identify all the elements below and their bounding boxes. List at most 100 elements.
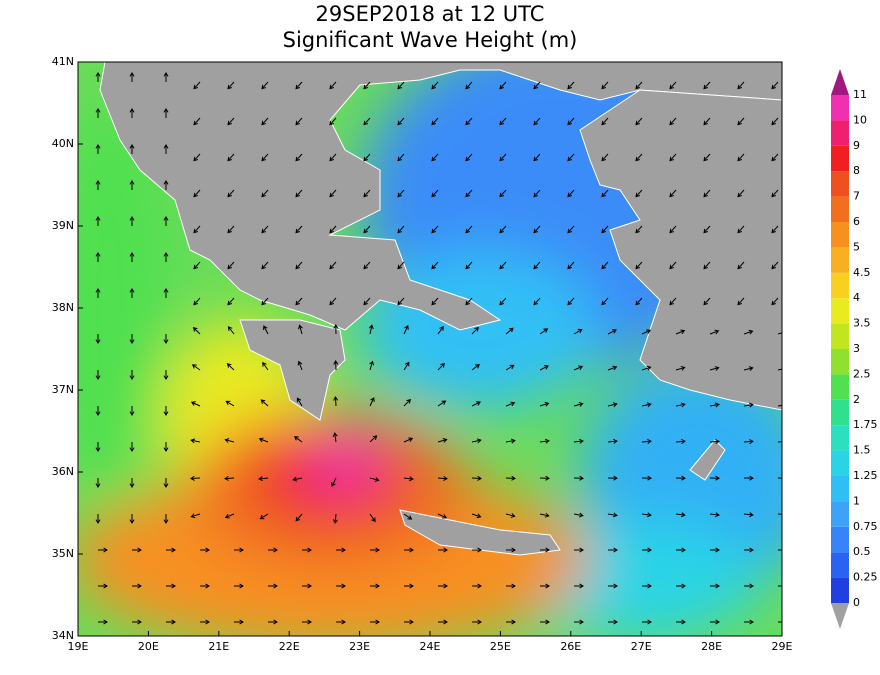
wave-arrow	[193, 297, 201, 306]
wave-arrow	[95, 180, 101, 190]
wave-arrow	[573, 438, 584, 444]
wave-arrow	[296, 397, 303, 407]
wave-arrow	[533, 81, 541, 90]
colorbar-label: 9	[853, 139, 860, 152]
wave-arrow	[333, 396, 339, 407]
y-tick-label: 35N	[52, 547, 74, 560]
wave-arrow	[635, 261, 643, 270]
colorbar-segment	[831, 450, 849, 476]
wave-arrow	[166, 547, 176, 553]
wave-arrow	[539, 328, 549, 335]
wave-arrow	[499, 261, 507, 270]
wave-arrow	[472, 619, 482, 625]
wave-arrow	[437, 325, 444, 335]
wave-arrow	[302, 583, 312, 589]
wave-arrow	[163, 72, 169, 82]
wave-arrow	[499, 225, 507, 234]
wave-arrow	[540, 619, 550, 625]
wave-arrow	[771, 153, 779, 162]
wave-arrow	[297, 360, 303, 371]
wave-arrow	[403, 324, 409, 335]
wave-arrow	[505, 438, 516, 444]
wave-arrow	[506, 619, 516, 625]
wave-arrow	[709, 439, 720, 445]
colorbar-label: 0.75	[853, 520, 878, 533]
wave-arrow	[431, 189, 439, 198]
wave-arrow	[95, 216, 101, 226]
wave-arrow	[329, 261, 337, 270]
wave-arrow	[295, 117, 303, 126]
wave-arrow	[163, 478, 169, 488]
wave-arrow	[431, 225, 439, 234]
wave-arrow	[262, 361, 269, 371]
colorbar-segment	[831, 247, 849, 273]
wave-arrow	[363, 297, 371, 306]
colorbar-label: 5	[853, 240, 860, 253]
wave-arrow	[329, 117, 337, 126]
wave-arrow	[675, 329, 686, 335]
wave-arrow	[95, 108, 101, 118]
wave-arrow	[363, 189, 371, 198]
wave-arrow	[227, 189, 235, 198]
title: 29SEP2018 at 12 UTC	[316, 2, 545, 26]
wave-arrow	[709, 512, 720, 518]
wave-arrow	[540, 547, 550, 553]
wave-arrow	[268, 619, 278, 625]
wave-arrow	[437, 513, 448, 519]
wave-arrow	[163, 442, 169, 452]
colorbar-segment	[831, 222, 849, 248]
wave-arrow	[601, 225, 609, 234]
colorbar-segment	[831, 476, 849, 502]
wave-arrow	[260, 399, 269, 407]
wave-arrow	[710, 619, 720, 625]
wave-arrow	[227, 225, 235, 234]
wave-arrow	[744, 583, 754, 589]
colorbar-label: 8	[853, 164, 860, 177]
colorbar-segment	[831, 349, 849, 375]
colorbar-label: 2	[853, 393, 860, 406]
wave-arrow	[607, 402, 618, 408]
wave-arrow	[224, 513, 235, 519]
wave-arrow	[190, 438, 201, 444]
colorbar-segment	[831, 501, 849, 527]
wave-arrow	[669, 261, 677, 270]
colorbar-segment	[831, 145, 849, 172]
wave-arrow	[710, 583, 720, 589]
colorbar-segment	[831, 196, 849, 222]
wave-arrow	[675, 365, 686, 371]
wave-arrow	[403, 361, 410, 371]
wave-arrow	[191, 364, 201, 371]
wave-arrow	[227, 261, 235, 270]
colorbar-segment	[831, 425, 849, 451]
wave-arrow	[163, 514, 169, 524]
colorbar-segment	[831, 323, 849, 349]
wave-arrow	[234, 619, 244, 625]
wave-arrow	[370, 583, 380, 589]
colorbar-over	[831, 69, 849, 95]
wave-arrow	[771, 261, 779, 270]
wave-arrow	[540, 583, 550, 589]
wave-arrow	[129, 406, 135, 416]
wave-arrow	[261, 189, 269, 198]
wave-arrow	[258, 437, 269, 443]
wave-arrow	[397, 117, 405, 126]
wave-arrow	[98, 619, 108, 625]
wave-arrow	[533, 261, 541, 270]
y-tick-label: 40N	[52, 137, 74, 150]
wave-arrow	[438, 583, 448, 589]
wave-arrow	[669, 153, 677, 162]
wave-arrow	[227, 117, 235, 126]
wave-arrow	[471, 401, 481, 407]
wave-arrow	[506, 583, 516, 589]
wave-arrow	[641, 512, 652, 518]
wave-arrow	[259, 513, 269, 520]
wave-arrow	[193, 261, 201, 270]
x-tick-label: 25E	[490, 640, 511, 653]
wave-arrow	[404, 619, 414, 625]
wave-arrow	[129, 514, 135, 524]
wave-arrow	[370, 547, 380, 553]
wave-arrow	[465, 225, 473, 234]
wave-arrow	[608, 583, 618, 589]
colorbar-label: 4	[853, 291, 860, 304]
wave-arrow	[771, 81, 779, 90]
